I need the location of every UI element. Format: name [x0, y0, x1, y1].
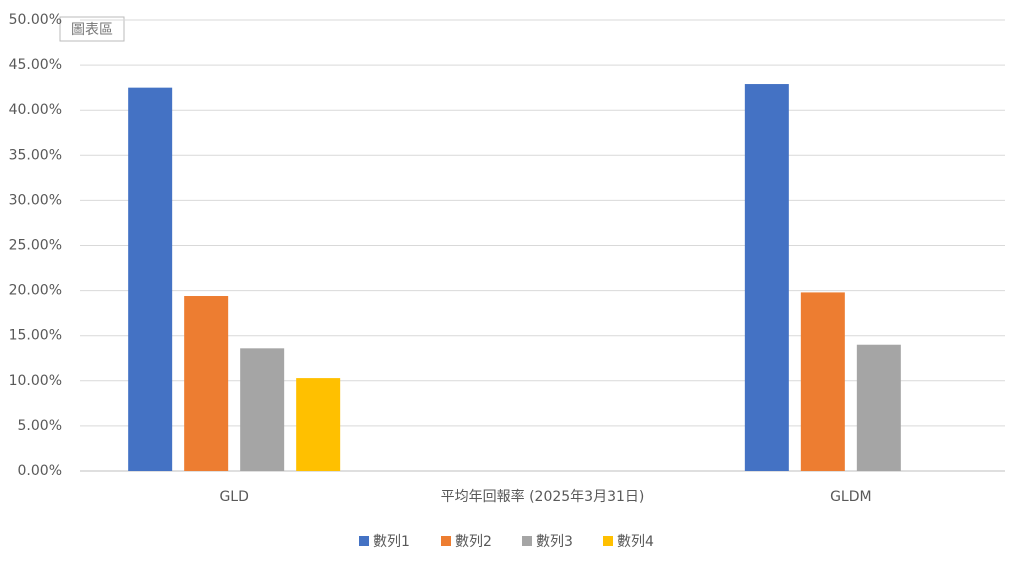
legend-label: 數列1: [373, 534, 410, 550]
bar: [184, 296, 229, 471]
x-tick-label: GLDM: [830, 489, 872, 505]
bar: [296, 378, 341, 471]
legend-swatch: [441, 536, 451, 546]
tooltip: 圖表區: [71, 22, 113, 38]
legend-swatch: [359, 536, 369, 546]
bar: [128, 87, 173, 472]
x-tick-label: GLD: [219, 489, 248, 505]
y-tick-label: 20.00%: [9, 283, 62, 299]
bar: [240, 348, 285, 471]
y-tick-label: 25.00%: [9, 238, 62, 254]
y-tick-label: 45.00%: [9, 57, 62, 73]
y-tick-label: 5.00%: [18, 418, 62, 434]
legend-swatch: [522, 536, 532, 546]
y-tick-label: 0.00%: [18, 463, 62, 479]
x-tick-label: 平均年回報率 (2025年3月31日): [441, 488, 645, 505]
bar: [744, 84, 789, 472]
legend-label: 數列4: [617, 534, 654, 550]
y-tick-label: 15.00%: [9, 328, 62, 344]
bar: [800, 292, 845, 471]
y-tick-label: 50.00%: [9, 12, 62, 28]
y-tick-label: 10.00%: [9, 373, 62, 389]
bar: [856, 344, 901, 471]
y-tick-label: 40.00%: [9, 102, 62, 118]
legend-label: 數列3: [536, 534, 573, 550]
legend-swatch: [603, 536, 613, 546]
legend-label: 數列2: [455, 534, 492, 550]
y-tick-label: 30.00%: [9, 192, 62, 208]
y-tick-label: 35.00%: [9, 147, 62, 163]
tooltip-box: [59, 16, 125, 42]
